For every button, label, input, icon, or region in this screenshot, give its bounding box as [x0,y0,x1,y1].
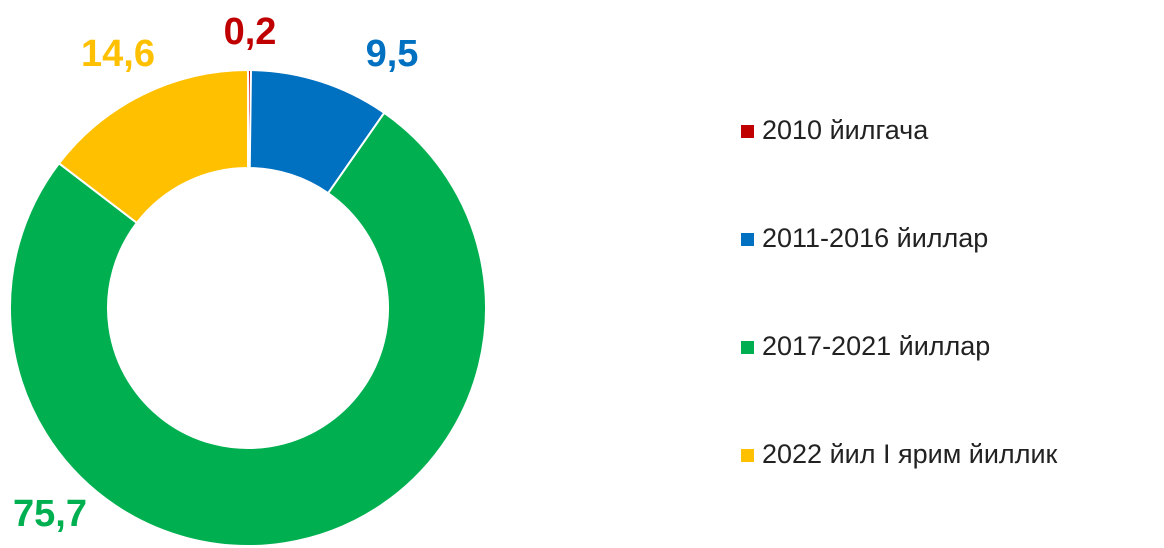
legend-swatch [741,449,754,462]
legend-label: 2017-2021 йиллар [762,331,990,361]
legend-swatch [741,341,754,354]
legend-label: 2011-2016 йиллар [762,223,988,253]
legend-label: 2010 йилгача [762,115,929,145]
data-label: 14,6 [81,33,155,75]
data-label: 0,2 [224,11,277,53]
legend-swatch [741,233,754,246]
legend-swatch [741,125,754,138]
legend-label: 2022 йил I ярим йиллик [762,439,1058,469]
donut-slice [57,68,249,225]
data-label: 75,7 [13,493,87,535]
data-label: 9,5 [366,33,419,75]
donut-slice [9,111,488,547]
